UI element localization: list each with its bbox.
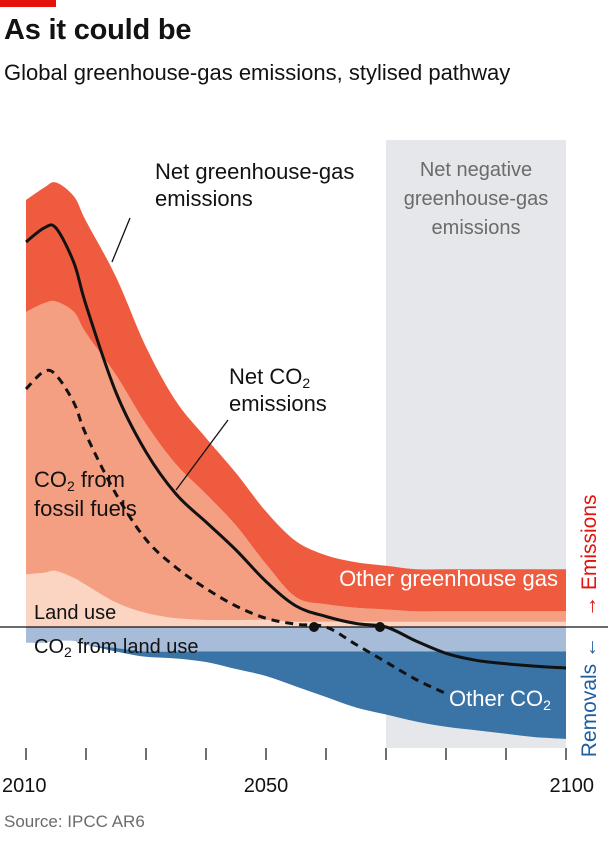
- net-negative-label-line: greenhouse-gas: [404, 188, 549, 210]
- line-net-co2-emissions: [24, 368, 447, 695]
- net-negative-label: Net negative greenhouse-gas emissions: [404, 159, 549, 239]
- x-tick-label: 2050: [244, 775, 289, 797]
- net-negative-label-line: Net negative: [420, 159, 532, 181]
- label-net-greenhouse-gas-emissions-line2: emissions: [155, 186, 253, 211]
- label-net-greenhouse-gas-emissions: Net greenhouse-gas: [155, 159, 354, 184]
- side-axis-removals: Removals ←: [578, 637, 601, 757]
- label-co2-from-fossil-fuels-line2: fossil fuels: [34, 496, 137, 521]
- chart-title: As it could be: [4, 14, 192, 46]
- net-negative-label-line: emissions: [432, 217, 521, 239]
- area-other-greenhouse-gas: [26, 182, 566, 612]
- label-net-co2-emissions: Net CO2: [229, 364, 310, 391]
- label-other-co2: Other CO2: [449, 686, 551, 713]
- source-note: Source: IPCC AR6: [4, 812, 145, 831]
- annotation-leader-line: [111, 217, 131, 263]
- side-axis-emissions: → Emissions: [578, 494, 601, 617]
- annotation-leader-line: [175, 419, 229, 491]
- label-co2-from-land-use: CO2 from land use: [34, 636, 199, 660]
- label-land-use: Land use: [34, 602, 116, 624]
- zero-crossing-marker: [309, 622, 319, 632]
- label-other-greenhouse-gas: Other greenhouse gas: [339, 566, 558, 591]
- zero-crossing-marker: [375, 622, 385, 632]
- label-co2-from-fossil-fuels: CO2 from: [34, 467, 125, 494]
- label-net-co2-emissions-line2: emissions: [229, 391, 327, 416]
- area-co2-from-land-use-removal: [26, 627, 566, 652]
- chart-subtitle: Global greenhouse-gas emissions, stylise…: [4, 60, 511, 85]
- area-co2-fossil-fuels: [26, 300, 566, 622]
- area-other-co2-removal: [26, 640, 566, 739]
- x-tick-label: 2100: [550, 775, 595, 797]
- line-net-greenhouse-gas-emissions: [25, 223, 567, 670]
- x-tick-label: 2010: [2, 775, 47, 797]
- area-land-use: [26, 570, 566, 627]
- brand-red-tag: [0, 0, 56, 7]
